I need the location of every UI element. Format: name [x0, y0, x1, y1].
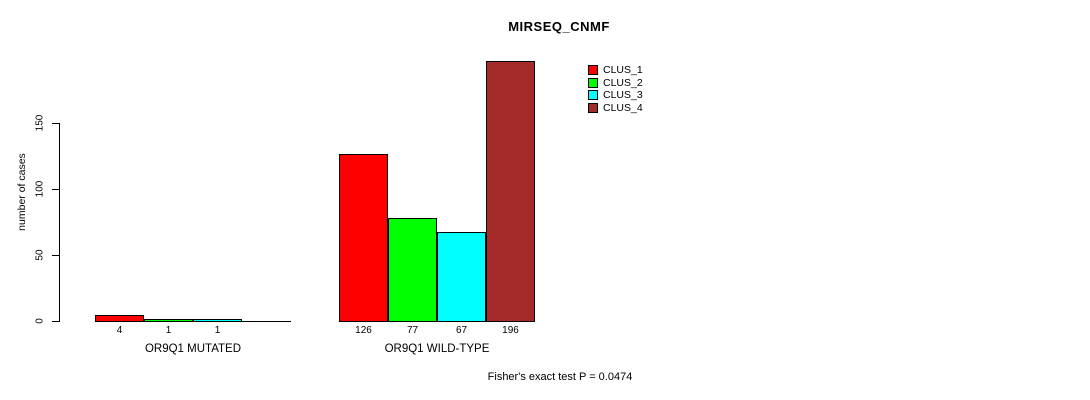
bar-clus_3-group1: [193, 319, 242, 322]
y-axis-tick-label: 50: [34, 249, 46, 261]
legend-label: CLUS_3: [603, 89, 643, 102]
bar-clus_1-group1: [95, 315, 144, 322]
y-axis-tick-label: 150: [34, 114, 46, 132]
bar-clus_2-group2: [388, 218, 437, 322]
bar-clus_2-group1: [144, 319, 193, 322]
y-axis-tick: [52, 123, 59, 124]
legend-label: CLUS_2: [603, 76, 643, 89]
bar-value-label: 126: [355, 325, 372, 336]
bar-value-label: 77: [406, 325, 419, 336]
y-axis-tick: [52, 321, 59, 322]
annotation-pvalue: Fisher's exact test P = 0.0474: [487, 371, 633, 383]
y-axis-tick-label: 0: [34, 318, 46, 324]
bar-clus_4-group2: [486, 61, 535, 322]
bar-value-label: 4: [116, 325, 123, 336]
x-axis-group-label: OR9Q1 WILD-TYPE: [384, 343, 490, 355]
legend-swatch-clus_4: [588, 102, 598, 113]
bar-clus_4-group1: [242, 321, 291, 322]
bar-clus_1-group2: [339, 154, 388, 322]
legend-label: CLUS_1: [603, 64, 643, 76]
y-axis-tick: [52, 255, 59, 256]
bar-value-label: 67: [455, 325, 468, 336]
legend-swatch-clus_1: [588, 65, 598, 75]
legend-swatch-clus_2: [588, 77, 598, 88]
legend-label: CLUS_4: [603, 101, 643, 114]
y-axis-label: number of cases: [16, 153, 28, 231]
chart-title: MIRSEQ_CNMF: [508, 19, 610, 34]
x-axis-group-label: OR9Q1 MUTATED: [144, 343, 242, 355]
bar-value-label: 1: [165, 325, 172, 336]
bar-value-label: 1: [214, 325, 221, 336]
bar-clus_3-group2: [437, 232, 486, 322]
y-axis-line: [59, 123, 60, 322]
y-axis-tick: [52, 189, 59, 190]
y-axis-tick-label: 100: [34, 180, 46, 198]
bar-value-label: 196: [502, 325, 519, 336]
legend-swatch-clus_3: [588, 90, 598, 101]
